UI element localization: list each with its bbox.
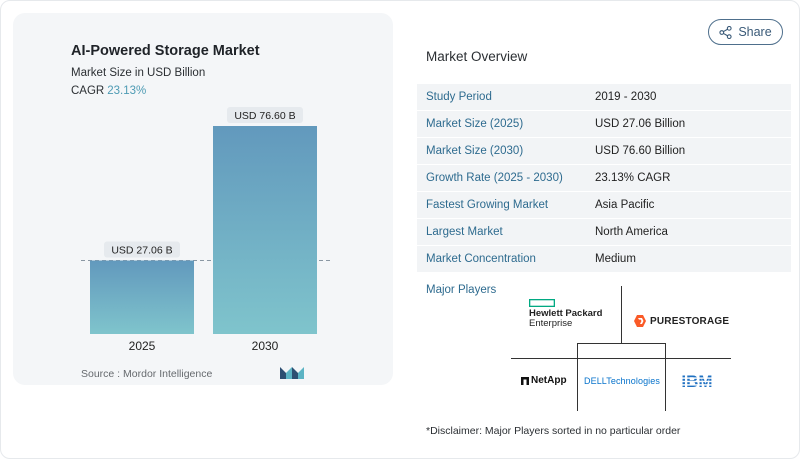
chart-card <box>13 13 393 385</box>
dell-technologies-text: DELLTechnologies <box>584 376 660 386</box>
overview-row-largest-market: Largest Market North America <box>417 219 791 246</box>
ibm-logo: IBM <box>677 372 717 394</box>
dell-technologies-logo: DELLTechnologies <box>584 371 660 389</box>
overview-value: 2019 - 2030 <box>595 91 657 103</box>
major-players-title: Major Players <box>426 284 497 296</box>
hpe-name-line2: Enterprise <box>529 318 573 329</box>
overview-label: Market Size (2030) <box>426 145 524 157</box>
hpe-logo: Hewlett Packard Enterprise <box>529 299 602 329</box>
overview-label: Largest Market <box>426 226 503 238</box>
data-label-2030: USD 76.60 B <box>234 110 295 122</box>
overview-row-growth-rate: Growth Rate (2025 - 2030) 23.13% CAGR <box>417 165 791 192</box>
pure-storage-text: PURESTORAGE <box>650 315 730 327</box>
netapp-logo: NetApp <box>521 375 567 386</box>
category-label-2025: 2025 <box>129 339 156 353</box>
disclaimer: *Disclaimer: Major Players sorted in no … <box>426 425 681 437</box>
chart-subtitle: Market Size in USD Billion <box>71 67 206 79</box>
grid-divider <box>577 343 665 344</box>
pure-storage-logo: PURESTORAGE <box>633 314 729 328</box>
overview-value: Medium <box>595 253 636 265</box>
overview-row-fastest-growing: Fastest Growing Market Asia Pacific <box>417 192 791 219</box>
overview-label: Market Size (2025) <box>426 118 524 130</box>
overview-label: Fastest Growing Market <box>426 199 549 211</box>
overview-row-market-size-2030: Market Size (2030) USD 76.60 Billion <box>417 138 791 165</box>
overview-row-concentration: Market Concentration Medium <box>417 246 791 273</box>
bar-2030 <box>213 126 317 334</box>
hpe-name-line1: Hewlett Packard <box>529 308 603 319</box>
overview-label: Market Concentration <box>426 253 536 265</box>
grid-divider <box>511 358 731 359</box>
overview-value: USD 27.06 Billion <box>595 118 686 130</box>
netapp-icon <box>521 376 529 385</box>
overview-value: Asia Pacific <box>595 199 655 211</box>
grid-divider <box>577 343 578 411</box>
category-label-2030: 2030 <box>252 339 279 353</box>
chart-cagr: CAGR 23.13% <box>71 85 146 97</box>
share-label: Share <box>738 25 772 39</box>
overview-label: Study Period <box>426 91 492 103</box>
mordor-logo-icon <box>280 367 304 379</box>
overview-value: USD 76.60 Billion <box>595 145 686 157</box>
data-label-bg <box>227 107 303 123</box>
chart-title: AI-Powered Storage Market <box>71 43 260 59</box>
overview-label: Growth Rate (2025 - 2030) <box>426 172 563 184</box>
data-label-bg <box>104 241 180 258</box>
cagr-label: CAGR <box>71 85 105 97</box>
overview-row-study-period: Study Period 2019 - 2030 <box>417 84 791 111</box>
grid-divider <box>665 343 666 411</box>
share-icon <box>719 25 732 39</box>
bar-chart: USD 27.06 B 2025 USD 76.60 B 2030 <box>81 107 331 353</box>
hpe-element-icon <box>529 299 555 307</box>
bar-2025 <box>90 260 194 334</box>
overview-row-market-size-2025: Market Size (2025) USD 27.06 Billion <box>417 111 791 138</box>
ibm-logo-icon: IBM <box>681 372 712 391</box>
ibm-text: IBM <box>681 372 712 389</box>
pure-storage-icon <box>634 315 646 327</box>
netapp-text: NetApp <box>531 375 567 386</box>
share-button[interactable]: Share <box>708 19 783 45</box>
players-grid: Hewlett Packard Enterprise PURESTORAGE N… <box>511 286 731 411</box>
data-label-2025: USD 27.06 B <box>111 245 172 257</box>
cagr-value: 23.13% <box>107 85 147 97</box>
overview-value: 23.13% CAGR <box>595 172 671 184</box>
source-text: Source : Mordor Intelligence <box>81 368 213 380</box>
grid-divider <box>621 286 622 343</box>
overview-value: North America <box>595 226 668 238</box>
overview-title: Market Overview <box>426 49 528 64</box>
overview-table: Study Period 2019 - 2030 Market Size (20… <box>417 84 791 273</box>
